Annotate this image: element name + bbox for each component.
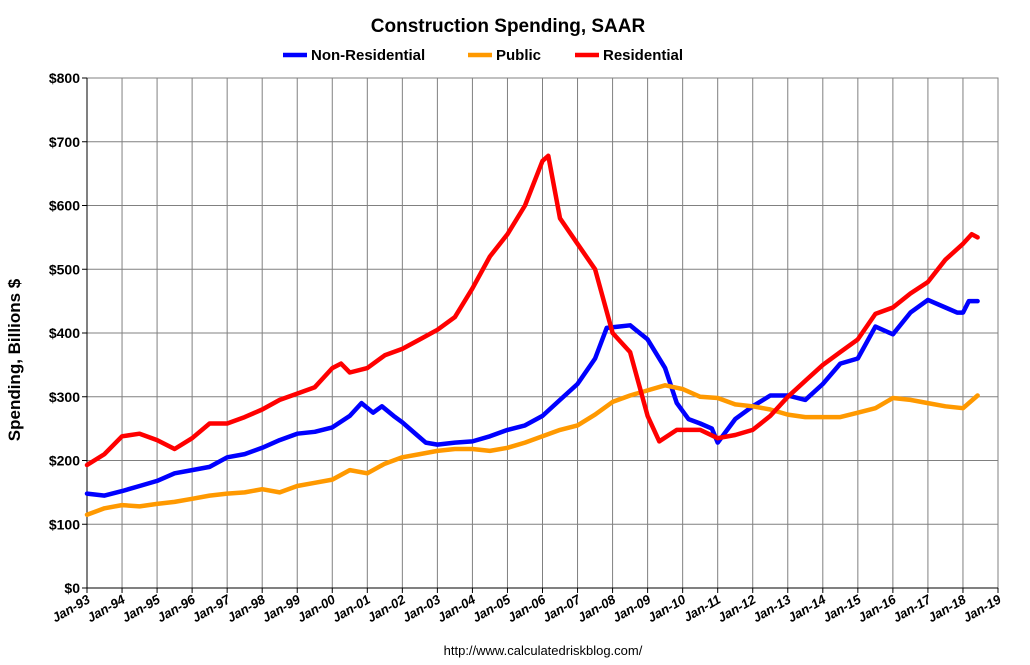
x-tick-label: Jan-98 — [225, 591, 269, 625]
x-tick-label: Jan-03 — [400, 591, 444, 625]
x-tick-label: Jan-93 — [49, 591, 93, 625]
x-tick-label: Jan-04 — [435, 591, 479, 625]
source-url: http://www.calculatedriskblog.com/ — [444, 643, 643, 658]
series-line-public — [84, 383, 980, 517]
y-axis-tick-labels: $0 $100 $200 $300 $400 $500 $600 $700 $800 — [49, 70, 80, 596]
legend: Non-Residential Public Residential — [283, 47, 683, 64]
y-tick-label: $700 — [49, 134, 80, 150]
y-tick-label: $400 — [49, 325, 80, 341]
x-tick-label: Jan-00 — [295, 591, 339, 625]
x-tick-label: Jan-96 — [154, 591, 198, 625]
x-tick-label: Jan-97 — [189, 591, 233, 625]
x-tick-label: Jan-11 — [681, 592, 723, 625]
x-tick-label: Jan-08 — [575, 591, 619, 625]
series-line-residential — [84, 153, 980, 468]
y-tick-label: $300 — [49, 389, 80, 405]
x-tick-label: Jan-07 — [540, 591, 584, 625]
x-tick-label: Jan-05 — [470, 591, 514, 625]
x-tick-label: Jan-99 — [260, 591, 304, 625]
x-tick-label: Jan-18 — [925, 591, 969, 625]
x-axis-tick-labels: Jan-93Jan-94Jan-95Jan-96Jan-97Jan-98Jan-… — [49, 591, 1004, 625]
y-axis-label: Spending, Billions $ — [5, 278, 24, 441]
chart-title: Construction Spending, SAAR — [371, 16, 646, 37]
y-tick-label: $100 — [49, 516, 80, 532]
x-tick-label: Jan-94 — [84, 591, 128, 625]
x-tick-label: Jan-10 — [645, 591, 689, 625]
x-tick-label: Jan-02 — [365, 591, 409, 625]
x-tick-label: Jan-12 — [715, 591, 759, 625]
legend-label-non-residential: Non-Residential — [311, 47, 425, 64]
series-lines — [84, 153, 980, 517]
x-tick-label: Jan-95 — [119, 591, 163, 625]
y-tick-label: $0 — [64, 580, 80, 596]
x-tick-label: Jan-15 — [820, 591, 864, 625]
y-tick-label: $800 — [49, 70, 80, 86]
x-tick-label: Jan-17 — [890, 591, 934, 625]
legend-label-public: Public — [496, 47, 541, 64]
x-tick-label: Jan-01 — [330, 592, 373, 626]
x-tick-label: Jan-14 — [785, 591, 829, 625]
legend-label-residential: Residential — [603, 47, 683, 64]
x-tick-label: Jan-13 — [750, 591, 794, 625]
series-line-non-residential — [84, 297, 980, 498]
x-tick-label: Jan-16 — [855, 591, 899, 625]
x-tick-label: Jan-09 — [610, 591, 654, 625]
y-tick-label: $200 — [49, 453, 80, 469]
y-tick-label: $600 — [49, 198, 80, 214]
y-tick-label: $500 — [49, 261, 80, 277]
x-tick-label: Jan-19 — [960, 591, 1004, 625]
x-tick-label: Jan-06 — [505, 591, 549, 625]
